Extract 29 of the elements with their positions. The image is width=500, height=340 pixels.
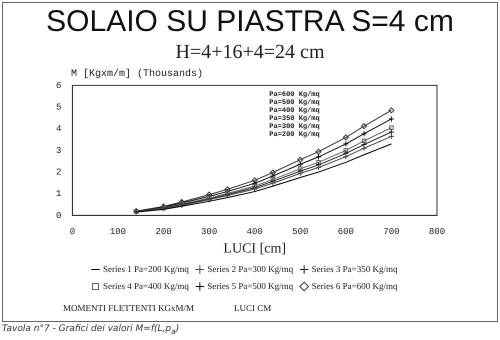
legend-label: Series 5 Pa=500 Kg/mq [207,280,294,291]
y-tick-label: 6 [56,80,62,91]
x-tick-label: 500 [292,227,308,238]
chart-title: SOLAIO SU PIASTRA S=4 cm [45,5,455,39]
legend-label: Series 3 Pa=350 Kg/mq [312,264,398,274]
x-tick-label: 200 [155,227,172,238]
x-tick-label: 400 [246,227,263,238]
y-tick-label: 2 [56,167,62,178]
x-tick-label: 100 [110,227,126,238]
y-tick-label: 1 [56,189,62,200]
text: Tavola n°7 - Grafici dei valori M=f(L,p$_{a}$) [2,324,180,336]
y-tick-label: 3 [56,146,62,156]
text: MOMENTI FLETTENTI KGxM/M [63,303,194,313]
text: LUCI CM [234,303,272,313]
y-axis-title: M [Kgxm/m] (Thousands) [71,69,204,80]
y-tick-label: 5 [56,102,62,112]
legend-label: Series 6 Pa=600 Kg/mq [312,280,398,291]
x-tick-label: 700 [383,227,400,238]
x-axis-title: LUCI [cm] [223,241,286,256]
chart-subtitle: H=4+16+4=24 cm [174,41,326,64]
x-tick-label: 0 [70,227,76,238]
x-tick-label: 300 [201,227,218,238]
legend-label: Series 2 Pa=300 Kg/mq [207,264,294,274]
legend-label: Series 4 Pa=400 Kg/mq [103,280,190,291]
x-tick-label: 600 [338,227,354,238]
legend-label: Series 1 Pa=200 Kg/mq [103,264,190,274]
y-tick-label: 0 [56,210,62,221]
x-tick-label: 800 [428,227,446,238]
y-tick-label: 4 [56,124,62,134]
